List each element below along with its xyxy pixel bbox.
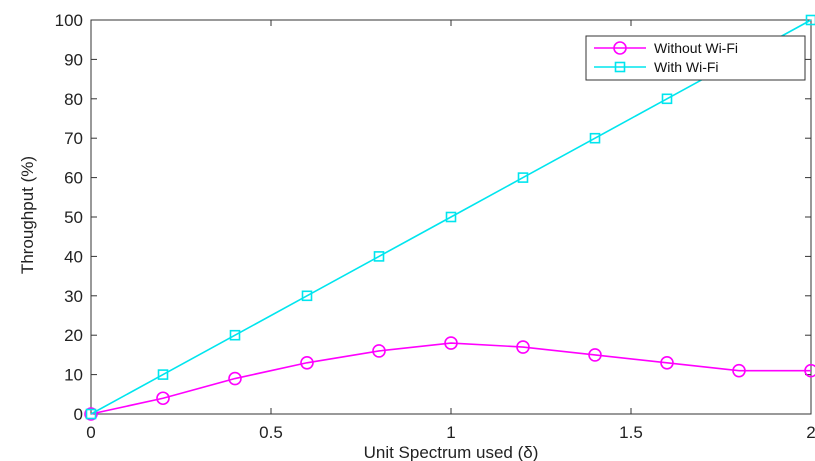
data-point-square xyxy=(805,14,815,26)
data-point-square xyxy=(589,132,601,144)
series-without-wi-fi xyxy=(84,336,815,421)
y-tick-label: 10 xyxy=(64,366,83,385)
y-tick-label: 30 xyxy=(64,287,83,306)
y-tick-label: 100 xyxy=(55,11,83,30)
y-tick-label: 20 xyxy=(64,326,83,345)
series-with-wi-fi xyxy=(85,14,815,420)
data-point-square xyxy=(373,251,385,262)
series-layer xyxy=(84,14,815,421)
data-point-circle xyxy=(444,336,458,350)
x-tick-label: 1 xyxy=(446,423,455,442)
data-point-square xyxy=(85,408,97,420)
data-point-circle xyxy=(228,371,242,386)
y-axis-title: Throughput (%) xyxy=(18,156,37,274)
x-tick-label: 1.5 xyxy=(619,423,643,442)
data-point-square xyxy=(445,211,457,223)
y-tick-label: 60 xyxy=(64,169,83,188)
legend-box xyxy=(585,35,806,81)
y-tick-label: 80 xyxy=(64,90,83,109)
data-point-circle xyxy=(732,363,746,378)
legend-item: With Wi-Fi xyxy=(594,59,719,75)
legend-item: Without Wi-Fi xyxy=(594,40,738,56)
data-point-square xyxy=(661,93,673,105)
legend-marker-square xyxy=(614,61,626,73)
data-point-circle xyxy=(300,355,314,370)
data-point-circle xyxy=(660,355,674,370)
x-tick-label: 0.5 xyxy=(259,423,283,442)
data-point-circle xyxy=(516,340,530,354)
y-tick-label: 70 xyxy=(64,129,83,148)
data-point-square xyxy=(301,290,313,302)
data-point-circle xyxy=(588,348,602,362)
series-line xyxy=(90,19,812,415)
y-tick-label: 50 xyxy=(64,208,83,227)
data-point-square xyxy=(157,369,169,380)
data-point-circle xyxy=(804,363,815,378)
x-tick-label: 2 xyxy=(806,423,815,442)
legend-label: With Wi-Fi xyxy=(654,59,719,75)
data-point-square xyxy=(229,329,241,341)
series-line xyxy=(90,342,811,415)
legend: Without Wi-Fi With Wi-Fi xyxy=(585,35,806,81)
x-tick-label: 0 xyxy=(86,423,95,442)
legend-marker-circle xyxy=(613,41,627,55)
data-point-circle xyxy=(84,407,98,421)
legend-label: Without Wi-Fi xyxy=(654,40,738,56)
x-axis-title: Unit Spectrum used (δ) xyxy=(364,443,539,461)
y-tick-label: 40 xyxy=(64,247,83,266)
y-tick-label: 0 xyxy=(74,405,83,424)
data-point-circle xyxy=(156,391,170,406)
data-point-circle xyxy=(372,344,386,358)
y-tick-label: 90 xyxy=(64,50,83,69)
data-point-square xyxy=(517,172,529,183)
